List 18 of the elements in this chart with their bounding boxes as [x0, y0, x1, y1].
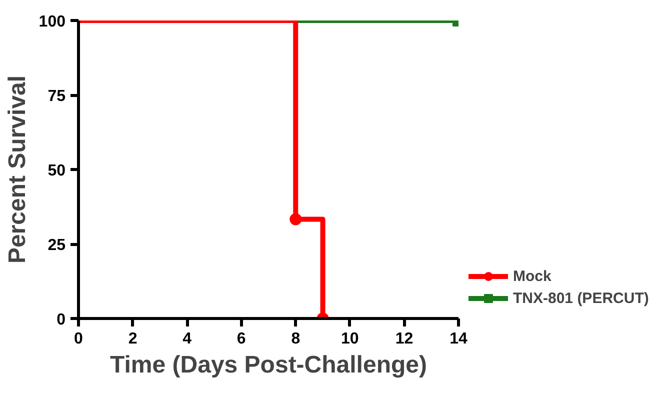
y-tick-label: 0 [56, 312, 66, 328]
y-axis-title: Percent Survival [4, 75, 31, 264]
x-tick-label: 8 [291, 330, 300, 348]
legend-label: TNX-801 (PERCUT) [513, 290, 649, 306]
legend-label: Mock [513, 268, 552, 284]
x-tick-label: 12 [395, 330, 414, 348]
x-tick-label: 4 [182, 330, 192, 348]
x-tick-label: 6 [236, 330, 246, 348]
x-axis-title: Time (Days Post-Challenge) [110, 352, 427, 378]
x-tick-label: 0 [74, 330, 84, 348]
y-tick-label: 25 [48, 237, 66, 254]
x-tick-label: 2 [128, 330, 138, 348]
point [290, 213, 302, 226]
y-tick-label: 75 [48, 88, 66, 105]
y-tick-label: 50 [48, 162, 66, 180]
x-tick-label: 10 [341, 330, 359, 348]
y-tick-label: 100 [38, 14, 66, 30]
x-tick-label: 14 [450, 330, 468, 348]
